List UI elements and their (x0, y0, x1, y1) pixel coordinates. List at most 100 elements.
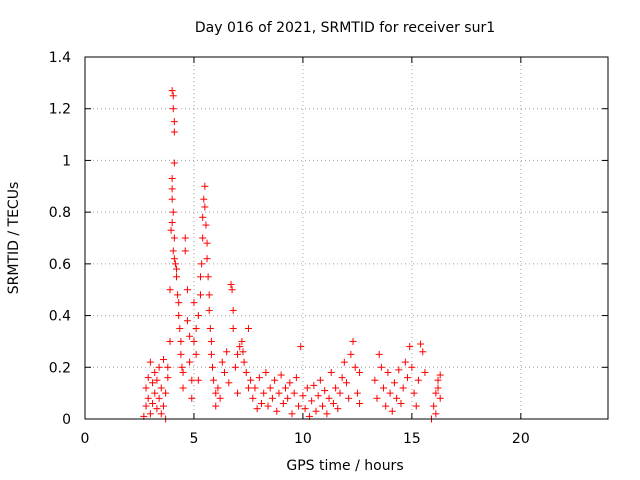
data-point (356, 399, 364, 407)
data-point (310, 381, 318, 389)
data-point (373, 394, 381, 402)
data-point (151, 368, 159, 376)
data-point (273, 407, 281, 415)
data-point (327, 368, 335, 376)
x-tick-label: 5 (189, 431, 198, 447)
data-point (277, 371, 285, 379)
y-tick-label: 1.2 (49, 102, 71, 118)
data-point (434, 376, 442, 384)
data-point (316, 376, 324, 384)
data-point (410, 389, 418, 397)
data-point (321, 387, 329, 395)
data-point (347, 350, 355, 358)
data-point (295, 402, 303, 410)
data-point (251, 384, 259, 392)
data-point (319, 402, 327, 410)
data-point (212, 389, 220, 397)
data-point (204, 273, 212, 281)
data-point (288, 410, 296, 418)
data-point (170, 234, 178, 242)
data-point (214, 384, 222, 392)
data-points (140, 87, 444, 423)
data-point (157, 410, 165, 418)
data-point (203, 239, 211, 247)
data-point (151, 389, 159, 397)
data-point (169, 247, 177, 255)
data-point (244, 384, 252, 392)
data-point (186, 358, 194, 366)
data-point (384, 368, 392, 376)
data-point (190, 337, 198, 345)
y-tick-label: 0.2 (49, 360, 71, 376)
data-point (323, 410, 331, 418)
data-point (388, 407, 396, 415)
data-point (268, 394, 276, 402)
data-point (290, 389, 298, 397)
data-point (345, 394, 353, 402)
data-point (255, 374, 263, 382)
data-point (170, 128, 178, 136)
data-point (200, 195, 208, 203)
data-point (201, 203, 209, 211)
x-tick-label: 0 (81, 431, 90, 447)
data-point (229, 325, 237, 332)
data-point (253, 405, 261, 413)
data-point (196, 291, 204, 299)
y-tick-label: 1 (62, 153, 71, 169)
data-point (171, 260, 179, 268)
data-point (225, 379, 233, 387)
data-point (206, 325, 214, 332)
data-point (174, 291, 182, 299)
data-point (271, 376, 279, 384)
data-point (188, 376, 196, 384)
data-point (142, 384, 150, 392)
data-point (170, 255, 178, 263)
data-point (183, 317, 191, 325)
data-point (170, 159, 178, 167)
data-point (303, 384, 311, 392)
data-point (166, 337, 174, 345)
data-point (281, 384, 289, 392)
data-point (159, 356, 167, 364)
data-point (386, 389, 394, 397)
data-point (175, 299, 183, 307)
data-point (421, 368, 429, 376)
data-point (297, 343, 305, 351)
data-point (144, 374, 152, 382)
data-point (169, 105, 177, 113)
ticks-layer: 0 0.2 0.4 0.6 0.8 1 1.2 1.4 0 5 10 15 20 (49, 50, 608, 447)
data-point (353, 389, 361, 397)
data-point (168, 87, 176, 95)
data-point (194, 312, 202, 320)
data-point (284, 394, 292, 402)
data-point (234, 389, 242, 397)
data-point (430, 402, 438, 410)
data-point (183, 286, 191, 294)
plot-frame (84, 56, 609, 420)
data-point (208, 363, 216, 371)
data-point (201, 182, 209, 190)
data-point (314, 392, 322, 400)
data-point (192, 325, 200, 332)
data-point (334, 405, 342, 413)
data-point (399, 384, 407, 392)
data-point (169, 92, 177, 100)
data-point (169, 208, 177, 216)
data-point (173, 265, 181, 273)
data-point (220, 368, 228, 376)
data-point (260, 389, 268, 397)
data-point (236, 343, 244, 351)
data-point (393, 394, 401, 402)
data-point (168, 185, 176, 193)
y-tick-label: 0 (62, 412, 71, 428)
data-point (188, 394, 196, 402)
data-point (264, 402, 272, 410)
data-point (175, 312, 183, 320)
data-point (286, 379, 294, 387)
data-point (262, 368, 270, 376)
data-point (186, 332, 194, 340)
data-point (249, 394, 257, 402)
data-point (329, 399, 337, 407)
data-point (338, 374, 346, 382)
